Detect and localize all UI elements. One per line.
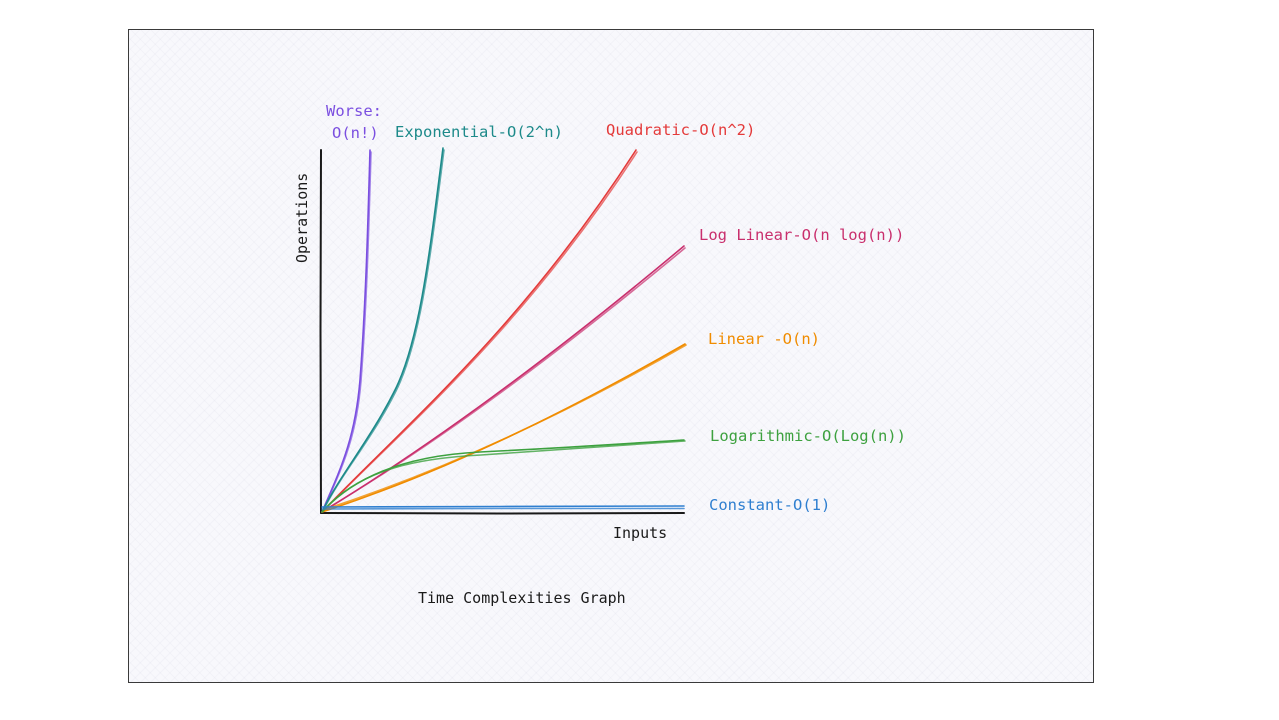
x-axis-label: Inputs <box>613 524 667 542</box>
curve-logarithmic <box>321 439 686 513</box>
diagram-card <box>128 29 1094 683</box>
curve-factorial <box>321 149 372 513</box>
curve-constant <box>321 505 685 510</box>
axes <box>319 149 685 515</box>
y-axis <box>319 149 322 514</box>
label-quadratic: Quadratic-O(n^2) <box>606 121 755 139</box>
curve-constant-stroke <box>321 505 685 508</box>
label-factorial-line-2: O(n!) <box>332 124 379 142</box>
curves <box>321 147 687 513</box>
label-factorial: Worse: O(n!) <box>326 102 391 142</box>
curve-constant-stroke-2 <box>321 507 685 510</box>
y-axis-label: Operations <box>293 173 311 263</box>
curve-linear-stroke <box>321 343 686 513</box>
curve-quadratic-stroke-2 <box>322 151 638 512</box>
curve-factorial-stroke <box>321 149 371 513</box>
label-constant: Constant-O(1) <box>709 496 830 514</box>
curve-exponential <box>321 147 445 513</box>
curve-exponential-stroke <box>321 147 444 513</box>
x-axis <box>320 512 685 515</box>
label-linear: Linear -O(n) <box>708 330 820 348</box>
curve-exponential-stroke-2 <box>322 149 445 512</box>
label-exponential: Exponential-O(2^n) <box>395 123 563 141</box>
curve-factorial-stroke-2 <box>322 151 372 512</box>
label-factorial-line-1: Worse: <box>326 102 382 120</box>
curve-loglinear-stroke <box>321 245 685 513</box>
label-logarithmic: Logarithmic-O(Log(n)) <box>710 427 906 445</box>
curve-loglinear-stroke-2 <box>322 247 686 512</box>
curve-logarithmic-stroke-2 <box>322 440 686 512</box>
diagram-caption: Time Complexities Graph <box>418 589 626 607</box>
curve-linear-stroke-2 <box>322 344 687 511</box>
curve-quadratic <box>321 149 638 513</box>
curve-loglinear <box>321 245 686 513</box>
label-loglinear: Log Linear-O(n log(n)) <box>699 226 904 244</box>
curve-labels: Worse: O(n!) Exponential-O(2^n) Quadrati… <box>326 102 906 514</box>
curve-logarithmic-stroke <box>321 439 685 513</box>
curve-linear <box>321 343 687 513</box>
